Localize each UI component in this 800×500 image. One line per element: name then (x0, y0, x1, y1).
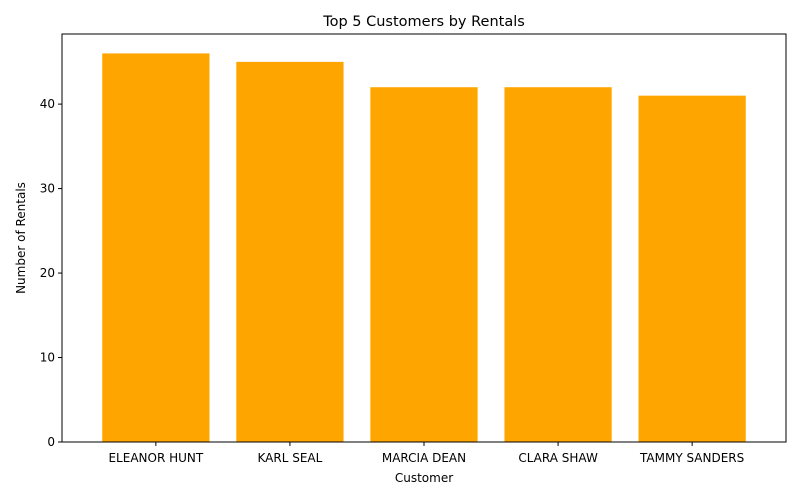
y-tick-label: 20 (40, 266, 55, 280)
x-tick-label: ELEANOR HUNT (108, 451, 203, 465)
y-tick-label: 30 (40, 182, 55, 196)
x-tick-label: MARCIA DEAN (382, 451, 466, 465)
plot-frame (61, 33, 787, 443)
bar-eleanor-hunt (102, 53, 210, 443)
y-tick-label: 0 (47, 435, 55, 449)
chart-title: Top 5 Customers by Rentals (322, 14, 525, 30)
bar-clara-shaw (504, 87, 612, 442)
x-axis-label: Customer (395, 471, 453, 485)
x-axis-ticks: ELEANOR HUNT KARL SEAL MARCIA DEAN CLARA SH… (108, 442, 744, 465)
y-tick-label: 10 (40, 351, 55, 365)
x-tick-label: TAMMY SANDERS (639, 451, 744, 465)
y-axis-ticks: 0 10 20 30 40 (40, 97, 62, 449)
bar-karl-seal (236, 61, 344, 442)
y-axis-label: Number of Rentals (14, 182, 28, 294)
bars (102, 53, 746, 443)
x-tick-label: CLARA SHAW (518, 451, 598, 465)
y-tick-label: 40 (40, 97, 55, 111)
bar-tammy-sanders (638, 95, 746, 442)
x-tick-label: KARL SEAL (258, 451, 323, 465)
bar-marcia-dean (370, 87, 478, 442)
